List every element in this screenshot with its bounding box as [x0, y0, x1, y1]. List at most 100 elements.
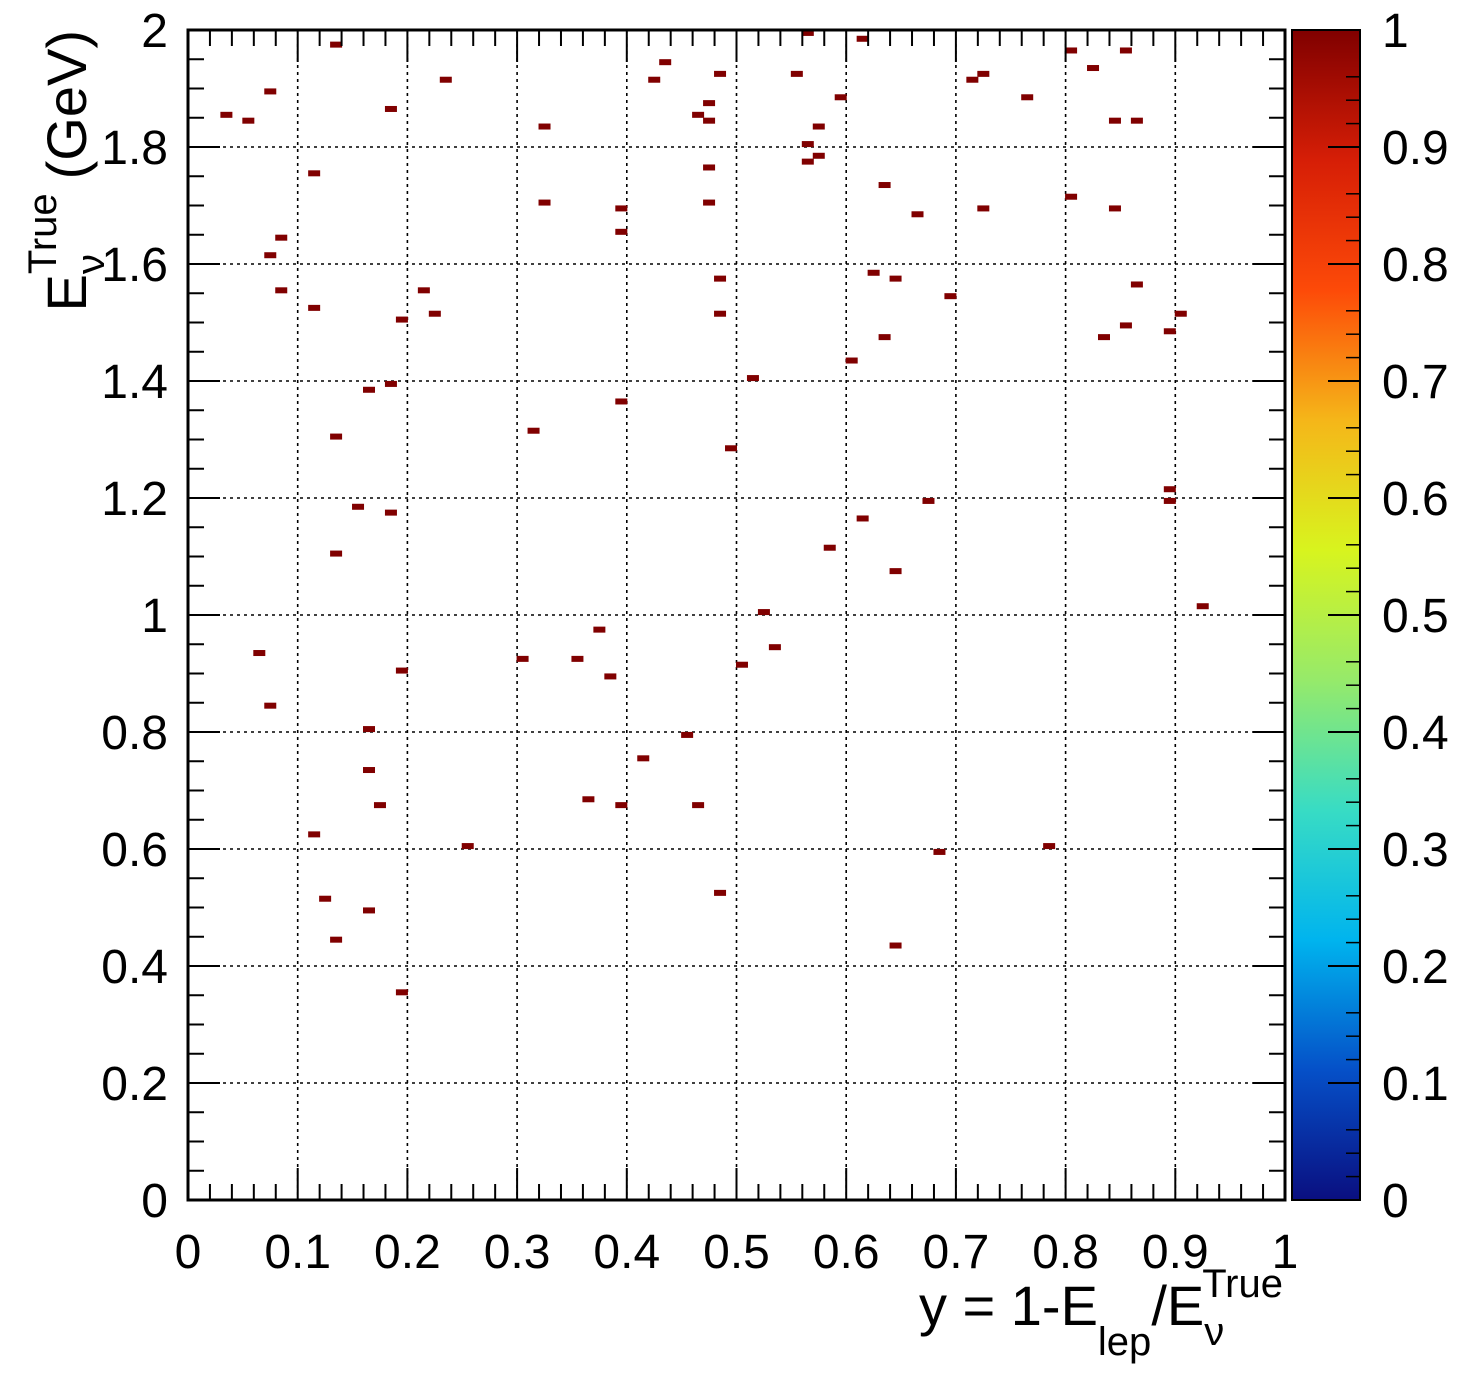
data-cell	[801, 158, 814, 165]
data-cell	[1108, 205, 1121, 212]
data-cell	[363, 386, 376, 393]
data-cell	[439, 76, 452, 83]
data-cell	[604, 673, 617, 680]
data-cell	[330, 936, 343, 943]
y-tick-label: 1.8	[101, 122, 168, 175]
x-tick-label: 0.2	[374, 1226, 441, 1279]
data-cell	[812, 152, 825, 159]
data-cell	[384, 380, 397, 387]
y-axis-label: EνTrue (GeV)	[21, 30, 113, 311]
axis-ticks	[187, 29, 1286, 1201]
y-axis-label-sub: ν	[69, 254, 113, 274]
data-cell	[889, 942, 902, 949]
colorbar-tick-label: 1	[1382, 5, 1409, 58]
colorbar-tick-label: 0.7	[1382, 356, 1449, 409]
data-cell	[220, 111, 233, 118]
data-cell	[1163, 328, 1176, 335]
data-cell	[1043, 843, 1056, 850]
data-cell	[812, 123, 825, 130]
data-cell	[911, 211, 924, 218]
data-cell	[790, 70, 803, 77]
colorbar-tick-labels: 0 0.1 0.2 0.3 0.4 0.5 0.6 0.7 0.8 0.9 1	[1382, 5, 1449, 1228]
data-cell	[264, 702, 277, 709]
data-cell	[593, 626, 606, 633]
data-cell	[922, 497, 935, 504]
data-cell	[823, 544, 836, 551]
x-tick-label: 0.3	[484, 1226, 551, 1279]
data-cell	[878, 182, 891, 189]
data-cell	[1130, 117, 1143, 124]
data-cell	[1119, 47, 1132, 54]
data-cell	[1021, 94, 1034, 101]
data-cell	[1119, 322, 1132, 329]
data-cell	[845, 357, 858, 364]
data-cell	[1065, 47, 1078, 54]
data-cell	[363, 767, 376, 774]
data-cell	[878, 334, 891, 341]
data-cell	[373, 802, 386, 809]
data-cell	[856, 35, 869, 42]
y-tick-label: 0.6	[101, 824, 168, 877]
data-cell	[725, 445, 738, 452]
data-cell	[615, 205, 628, 212]
colorbar-ticks	[1328, 29, 1360, 1201]
data-cell	[330, 550, 343, 557]
colorbar-tick-label: 0.4	[1382, 707, 1449, 760]
data-cell	[966, 76, 979, 83]
data-cell	[714, 310, 727, 317]
x-tick-label: 0.5	[703, 1226, 770, 1279]
y-tick-label: 0.8	[101, 707, 168, 760]
data-cell	[330, 41, 343, 48]
y-tick-label: 1.2	[101, 473, 168, 526]
data-cell	[768, 644, 781, 651]
data-cell	[1163, 497, 1176, 504]
colorbar-tick-label: 0.2	[1382, 941, 1449, 994]
data-cell	[615, 398, 628, 405]
data-cell	[308, 831, 321, 838]
x-tick-label: 0.6	[813, 1226, 880, 1279]
x-tick-label: 0.9	[1142, 1226, 1209, 1279]
data-cell	[681, 731, 694, 738]
data-cell	[1174, 310, 1187, 317]
data-cell	[746, 375, 759, 382]
data-cell	[308, 170, 321, 177]
data-cell	[692, 802, 705, 809]
y-axis-label-sup: True	[21, 193, 65, 274]
y-axis-label-unit: (GeV)	[35, 30, 98, 179]
y-tick-label: 0	[141, 1175, 168, 1228]
data-cell	[703, 100, 716, 107]
x-axis-label-main: y = 1-E	[919, 1274, 1098, 1337]
y-axis-label-main: E	[35, 274, 98, 311]
data-cell	[977, 70, 990, 77]
data-cell	[714, 275, 727, 282]
data-cell	[648, 76, 661, 83]
data-cell	[242, 117, 255, 124]
data-cell	[977, 205, 990, 212]
x-tick-labels: 0 0.1 0.2 0.3 0.4 0.5 0.6 0.7 0.8 0.9 1	[175, 1226, 1299, 1279]
x-axis-label-slash: /E	[1151, 1274, 1204, 1337]
x-axis-label: y = 1-Elep/EνTrue	[919, 1262, 1283, 1364]
data-cell	[384, 509, 397, 516]
x-tick-label: 0.4	[593, 1226, 660, 1279]
data-cell	[703, 164, 716, 171]
data-cell	[801, 29, 814, 36]
data-cell	[395, 316, 408, 323]
data-cell	[352, 503, 365, 510]
x-tick-label: 1	[1272, 1226, 1299, 1279]
y-tick-label: 0.2	[101, 1058, 168, 1111]
data-cell	[703, 117, 716, 124]
data-cell	[395, 667, 408, 674]
data-cell	[834, 94, 847, 101]
data-cell	[757, 609, 770, 616]
data-cell	[319, 895, 332, 902]
data-cell	[461, 843, 474, 850]
data-cell	[1196, 603, 1209, 610]
data-cell	[692, 111, 705, 118]
data-cell	[264, 88, 277, 95]
data-cell	[615, 802, 628, 809]
y-tick-label: 0.4	[101, 941, 168, 994]
x-tick-label: 0.1	[264, 1226, 331, 1279]
data-cell	[428, 310, 441, 317]
x-tick-label: 0.7	[923, 1226, 990, 1279]
